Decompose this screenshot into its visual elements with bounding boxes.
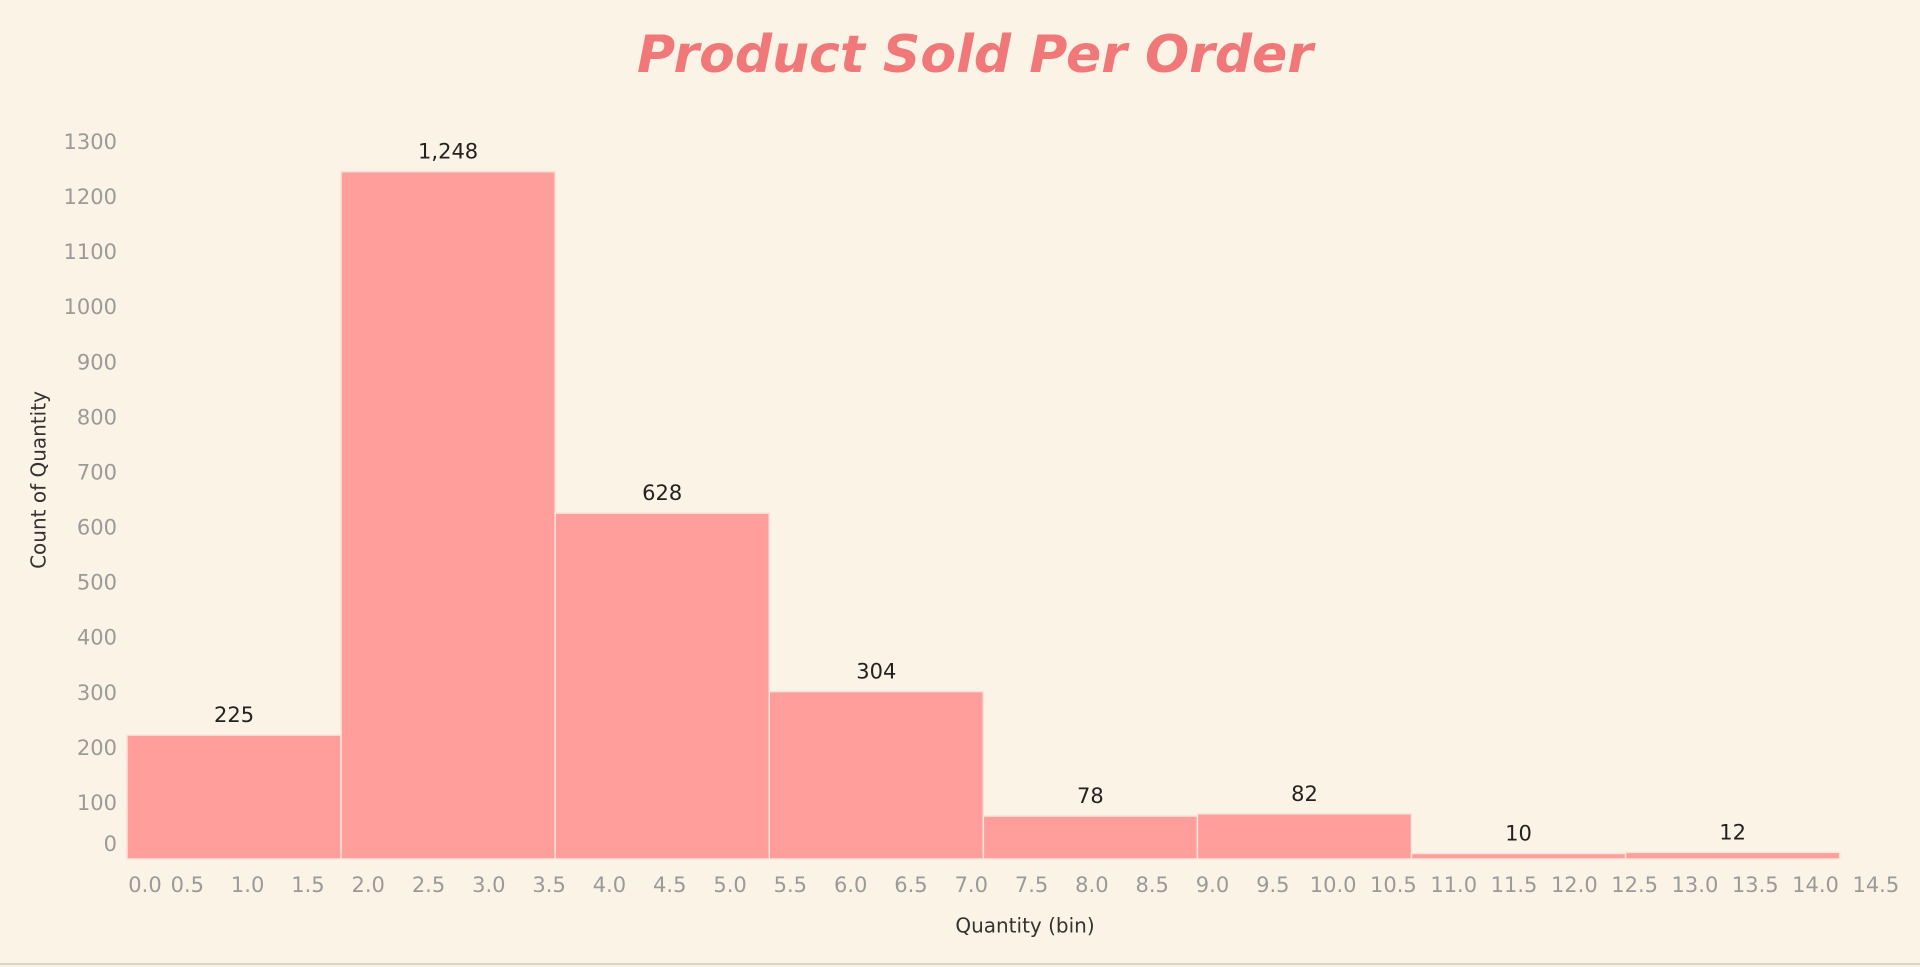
y-tick-label: 1300 <box>64 130 117 154</box>
y-tick-label: 900 <box>77 350 117 374</box>
y-tick-label: 800 <box>77 405 117 429</box>
data-label: 82 <box>1291 782 1318 806</box>
x-tick-label: 14.0 <box>1792 873 1839 897</box>
x-tick-label: 0.0 <box>128 873 161 897</box>
x-tick-label: 13.5 <box>1732 873 1779 897</box>
data-label: 12 <box>1719 820 1746 844</box>
y-tick-label: 500 <box>77 571 117 595</box>
x-tick-label: 10.5 <box>1370 873 1417 897</box>
x-tick-label: 4.0 <box>593 873 626 897</box>
x-tick-label: 0.5 <box>171 873 204 897</box>
y-tick-label: 400 <box>77 626 117 650</box>
y-tick-label: 200 <box>77 736 117 760</box>
x-axis-label: Quantity (bin) <box>955 914 1094 938</box>
y-tick-label: 300 <box>77 681 117 705</box>
x-tick-label: 5.0 <box>713 873 746 897</box>
data-label: 1,248 <box>418 140 478 164</box>
y-axis-label: Count of Quantity <box>27 391 51 569</box>
x-tick-label: 2.0 <box>352 873 385 897</box>
x-tick-label: 9.5 <box>1256 873 1289 897</box>
data-label: 78 <box>1077 784 1104 808</box>
data-label: 304 <box>856 660 896 684</box>
bar <box>768 690 985 860</box>
chart-title: Product Sold Per Order <box>637 25 1316 85</box>
x-tick-label: 11.5 <box>1491 873 1538 897</box>
x-tick-label: 6.5 <box>894 873 927 897</box>
bar <box>1196 813 1413 860</box>
bar <box>126 734 342 860</box>
x-tick-label: 12.0 <box>1551 873 1598 897</box>
data-label: 10 <box>1505 821 1532 845</box>
x-tick-label: 7.5 <box>1015 873 1048 897</box>
y-tick-label: 1200 <box>64 185 117 209</box>
x-tick-label: 4.5 <box>653 873 686 897</box>
y-tick-label: 1000 <box>64 295 117 319</box>
bar <box>1624 851 1841 860</box>
x-tick-label: 2.5 <box>412 873 445 897</box>
x-tick-label: 3.0 <box>472 873 505 897</box>
y-tick-label: 100 <box>77 791 117 815</box>
x-tick-label: 14.5 <box>1852 873 1899 897</box>
y-tick-label: 1100 <box>64 240 117 264</box>
y-tick-label: 700 <box>77 460 117 484</box>
x-tick-label: 8.0 <box>1075 873 1108 897</box>
x-tick-label: 5.5 <box>774 873 807 897</box>
x-tick-label: 8.5 <box>1135 873 1168 897</box>
x-tick-label: 9.0 <box>1196 873 1229 897</box>
x-tick-label: 7.0 <box>955 873 988 897</box>
x-tick-label: 11.0 <box>1430 873 1477 897</box>
bar <box>340 170 556 860</box>
bar <box>554 512 770 860</box>
x-tick-label: 13.0 <box>1672 873 1719 897</box>
x-tick-label: 1.5 <box>291 873 324 897</box>
x-tick-label: 12.5 <box>1611 873 1658 897</box>
data-label: 628 <box>642 481 682 505</box>
x-tick-label: 1.0 <box>231 873 264 897</box>
bar <box>1410 852 1627 860</box>
y-tick-label: 600 <box>77 516 117 540</box>
y-tick-label: 0 <box>104 832 117 856</box>
data-label: 225 <box>214 703 254 727</box>
bar <box>982 815 1199 860</box>
x-tick-label: 3.5 <box>532 873 565 897</box>
x-tick-label: 6.0 <box>834 873 867 897</box>
x-tick-label: 10.0 <box>1310 873 1357 897</box>
